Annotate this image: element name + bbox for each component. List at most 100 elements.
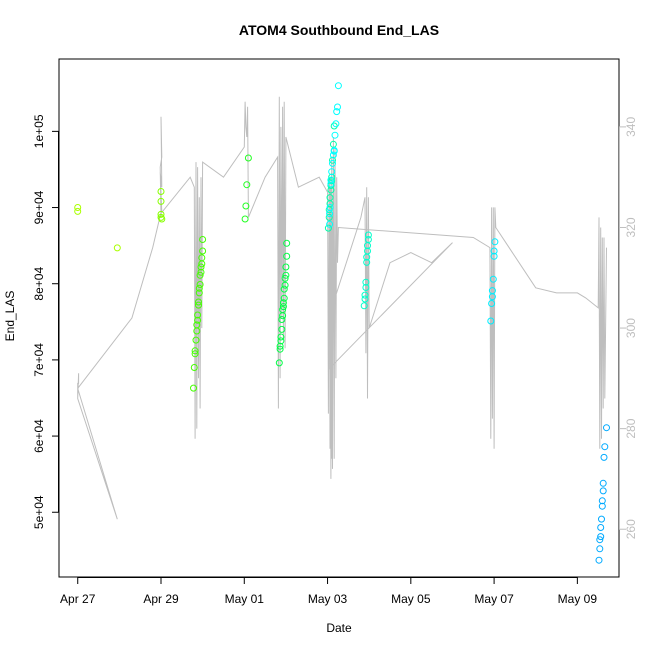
data-point xyxy=(196,271,204,279)
data-point xyxy=(324,224,332,232)
data-point xyxy=(197,263,205,271)
data-point xyxy=(194,316,202,324)
data-point xyxy=(328,173,336,181)
data-point xyxy=(282,271,290,279)
data-point xyxy=(327,176,335,184)
data-point xyxy=(191,350,199,358)
data-point xyxy=(596,536,604,544)
data-point xyxy=(600,453,608,461)
data-point xyxy=(489,275,497,283)
data-point xyxy=(280,294,288,302)
data-point xyxy=(244,154,252,162)
data-point xyxy=(191,347,199,355)
data-point xyxy=(598,502,606,510)
y2-axis: 260 280 300 320 340 xyxy=(619,117,638,539)
data-point xyxy=(280,285,288,293)
y-tick-label: 7e+04 xyxy=(32,343,46,377)
data-point xyxy=(74,207,82,215)
x-tick-label: Apr 29 xyxy=(143,592,179,606)
data-point xyxy=(277,333,285,341)
data-point xyxy=(329,159,336,167)
data-point xyxy=(331,131,339,139)
x-tick-label: May 01 xyxy=(225,592,265,606)
data-point xyxy=(195,298,202,306)
data-point xyxy=(243,181,251,189)
y2-tick-label: 260 xyxy=(624,519,638,539)
data-point xyxy=(488,287,496,295)
plot-frame xyxy=(58,58,620,578)
data-point xyxy=(334,82,342,90)
data-point xyxy=(157,197,165,205)
data-point xyxy=(279,299,287,307)
data-point xyxy=(278,325,286,333)
secondary-line-layer xyxy=(77,96,607,520)
data-point xyxy=(279,303,287,311)
data-point xyxy=(329,156,336,164)
y-tick-label: 6e+04 xyxy=(32,419,46,453)
y-tick-label: 1e+05 xyxy=(32,114,46,148)
data-point xyxy=(113,244,121,252)
data-point xyxy=(195,289,203,297)
y-axis-label: End_LAS xyxy=(3,291,17,342)
data-point xyxy=(330,122,338,130)
secondary-series-line xyxy=(77,96,607,520)
y-tick-label: 9e+04 xyxy=(32,190,46,224)
data-point xyxy=(598,497,606,505)
data-point xyxy=(281,281,289,289)
data-point xyxy=(334,103,341,111)
data-point xyxy=(195,301,202,309)
data-point xyxy=(488,300,496,307)
data-point xyxy=(328,168,336,176)
data-point xyxy=(598,515,605,523)
data-point xyxy=(601,443,609,451)
data-point xyxy=(329,151,337,159)
data-point xyxy=(195,284,203,292)
data-point xyxy=(199,247,207,255)
data-point xyxy=(190,364,198,371)
x-tick-label: May 07 xyxy=(474,592,514,606)
data-point xyxy=(326,220,334,228)
data-point xyxy=(283,252,291,260)
data-point xyxy=(276,345,284,353)
data-point xyxy=(198,254,206,262)
data-point xyxy=(74,204,82,211)
data-point xyxy=(595,556,603,564)
data-point xyxy=(597,524,605,531)
x-axis: Apr 27 Apr 29 May 01 May 03 May 05 May 07 May … xyxy=(60,577,597,606)
y-tick-label: 8e+04 xyxy=(32,267,46,301)
data-point xyxy=(490,247,498,255)
data-point xyxy=(364,231,372,239)
data-point xyxy=(241,215,249,223)
data-point xyxy=(190,384,197,392)
data-point xyxy=(199,236,207,243)
data-point xyxy=(325,213,333,221)
data-point xyxy=(328,177,336,185)
data-point xyxy=(283,239,291,247)
data-point xyxy=(281,274,289,282)
x-tick-label: May 09 xyxy=(558,592,598,606)
data-point xyxy=(279,306,287,314)
data-point xyxy=(326,204,334,211)
y2-tick-label: 280 xyxy=(624,418,638,438)
data-point xyxy=(194,311,202,319)
data-point xyxy=(360,302,368,310)
data-point xyxy=(330,147,338,155)
x-tick-label: May 05 xyxy=(391,592,431,606)
data-point xyxy=(603,424,610,432)
data-point xyxy=(597,533,605,541)
data-point xyxy=(599,479,607,487)
data-point xyxy=(282,263,290,271)
data-point xyxy=(275,359,283,367)
x-axis-label: Date xyxy=(326,621,352,635)
y-axis: 5e+04 6e+04 7e+04 8e+04 9e+04 1e+05 xyxy=(32,114,59,529)
chart-title: ATOM4 Southbound End_LAS xyxy=(239,22,439,38)
data-point xyxy=(364,236,372,243)
data-point xyxy=(361,291,369,299)
data-point xyxy=(192,336,200,344)
data-point xyxy=(242,202,250,210)
data-point xyxy=(196,281,204,288)
data-point xyxy=(490,252,498,260)
y2-tick-label: 340 xyxy=(624,117,638,137)
data-point xyxy=(487,317,495,325)
data-point xyxy=(327,180,335,188)
